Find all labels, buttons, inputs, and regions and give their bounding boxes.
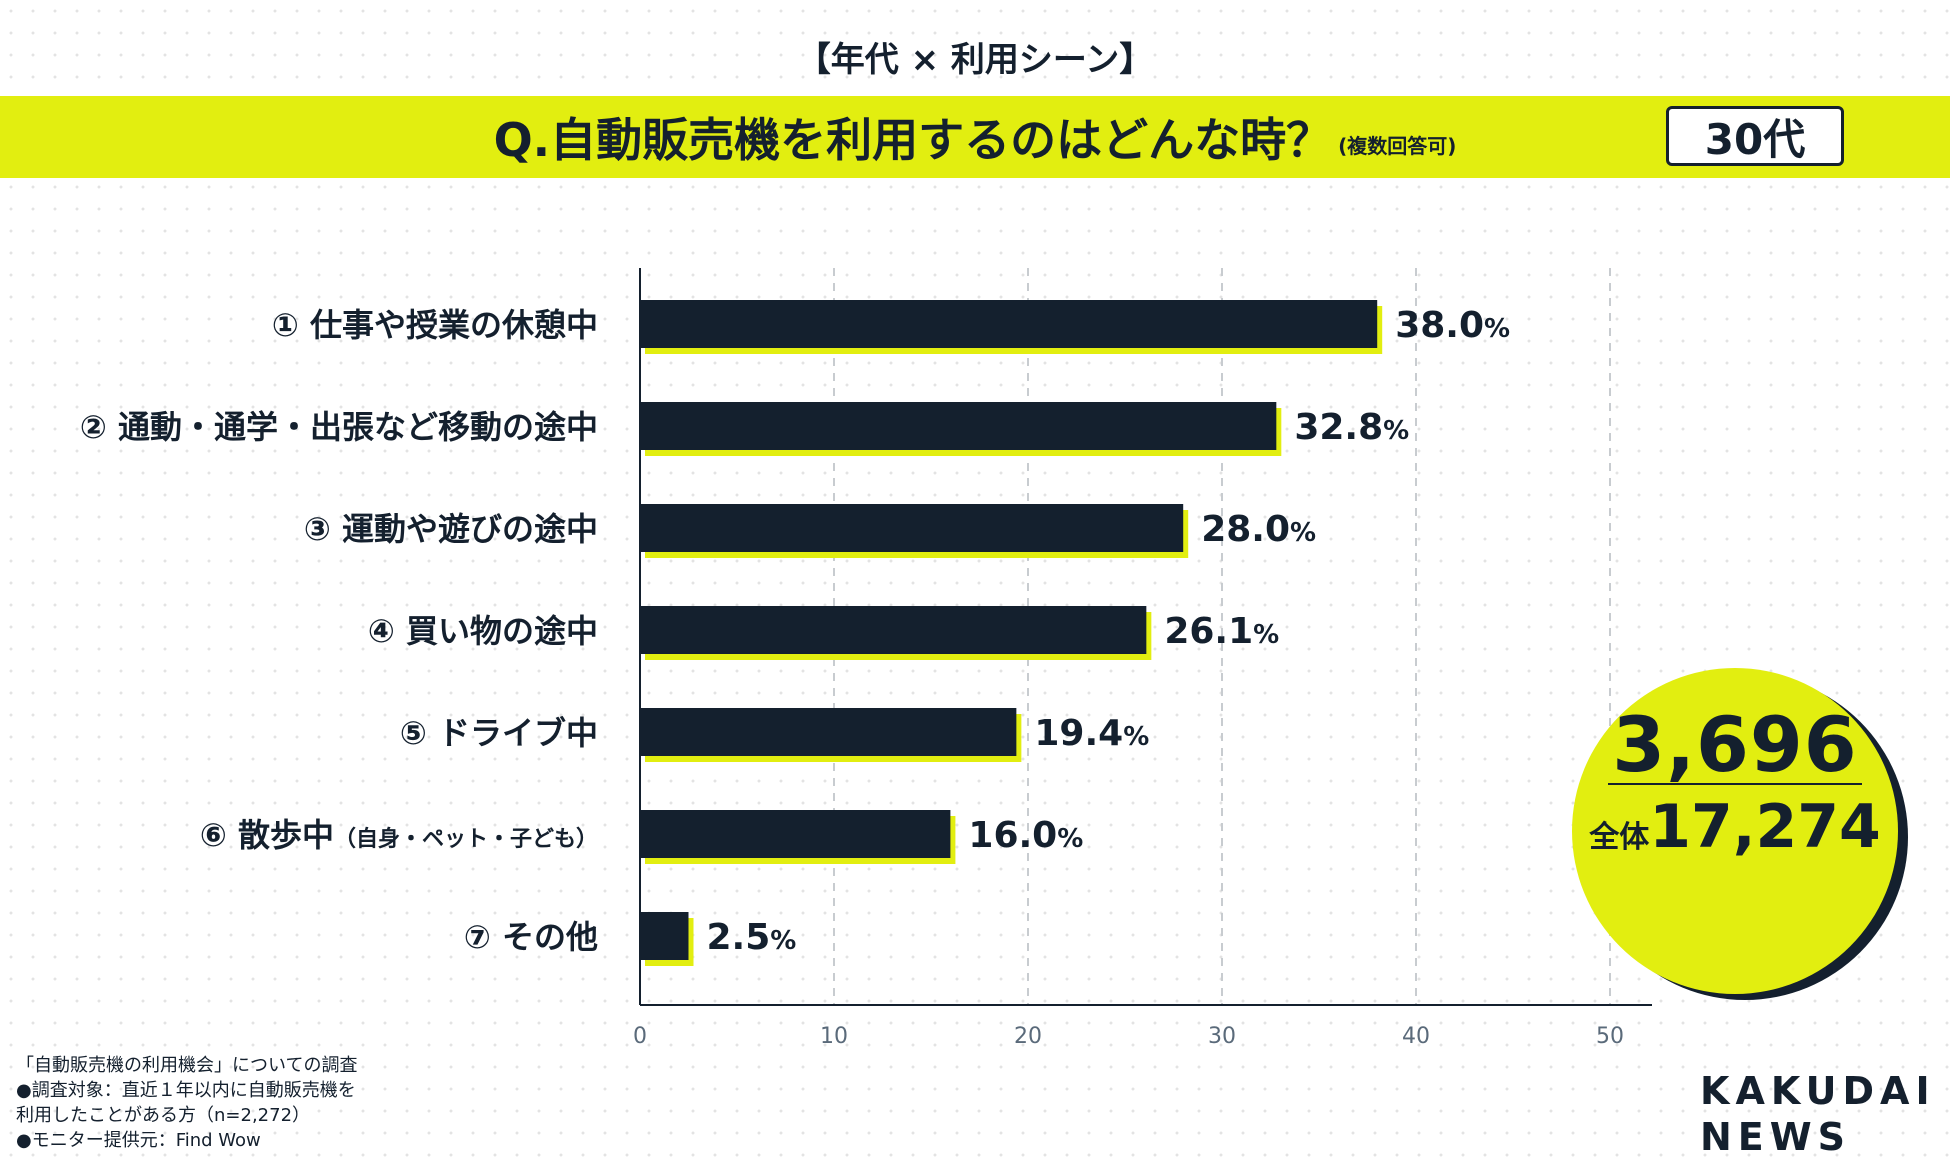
question-note: (複数回答可) (1338, 133, 1457, 158)
total-value: 17,274 (1649, 792, 1881, 862)
x-tick-label: 0 (633, 1024, 647, 1049)
logo-line-2: NEWS (1700, 1115, 1852, 1159)
question-text: Q.自動販売機を利用するのはどんな時？ (493, 113, 1333, 167)
x-tick-label: 20 (1014, 1024, 1042, 1049)
respondent-count: 3,696 (1612, 700, 1858, 789)
footnote: 「自動販売機の利用機会」についての調査 ●調査対象：直近１年以内に自動販売機を … (16, 1053, 357, 1153)
value-label: 19.4% (1034, 713, 1149, 754)
total-label: 全体 (1589, 820, 1650, 855)
bar (640, 402, 1277, 450)
footnote-line-4: ●モニター提供元：Find Wow (16, 1130, 261, 1151)
value-label: 26.1% (1164, 611, 1279, 652)
footnote-line-2: ●調査対象：直近１年以内に自動販売機を (16, 1080, 356, 1101)
value-label: 16.0% (968, 815, 1083, 856)
x-tick-label: 10 (820, 1024, 848, 1049)
circle-body: 3,696 全体17,274 (1572, 668, 1898, 994)
respondent-total: 全体17,274 (1572, 792, 1898, 862)
category-label: ③ 運動や遊びの途中 (304, 510, 598, 548)
value-label: 38.0% (1395, 305, 1510, 346)
footnote-line-1: 「自動販売機の利用機会」についての調査 (16, 1055, 358, 1076)
logo-line-1: KAKUDAI (1700, 1069, 1936, 1113)
bar (640, 708, 1017, 756)
value-label: 32.8% (1294, 407, 1409, 448)
footnote-line-3: 利用したことがある方（n=2,272） (16, 1105, 311, 1126)
bar (640, 810, 951, 858)
x-tick-label: 30 (1208, 1024, 1236, 1049)
chart-subtitle: 【年代 × 利用シーン】 (796, 40, 1154, 80)
x-tick-label: 50 (1596, 1024, 1624, 1049)
x-tick-label: 40 (1402, 1024, 1430, 1049)
category-label: ⑦ その他 (464, 918, 598, 956)
category-label: ② 通動・通学・出張など移動の途中 (80, 408, 598, 446)
value-label: 28.0% (1201, 509, 1316, 550)
category-label: ④ 買い物の途中 (368, 612, 598, 650)
value-label: 2.5% (707, 917, 797, 958)
circle-divider (1608, 783, 1862, 785)
bar (640, 912, 689, 960)
category-label: ⑥ 散歩中（自身・ペット・子ども） (200, 816, 598, 854)
category-label: ⑤ ドライブ中 (400, 714, 598, 752)
age-group-badge: 30代 (1666, 106, 1844, 166)
question-banner: Q.自動販売機を利用するのはどんな時？ (複数回答可) 30代 (0, 96, 1950, 178)
question-title: Q.自動販売機を利用するのはどんな時？ (複数回答可) (0, 96, 1950, 178)
bar (640, 606, 1147, 654)
kakudai-news-logo: KAKUDAI NEWS (1700, 1068, 1936, 1160)
bar (640, 300, 1378, 348)
bar (640, 504, 1184, 552)
category-label: ① 仕事や授業の休憩中 (272, 306, 598, 344)
respondent-count-circle: 3,696 全体17,274 (1572, 668, 1908, 1004)
